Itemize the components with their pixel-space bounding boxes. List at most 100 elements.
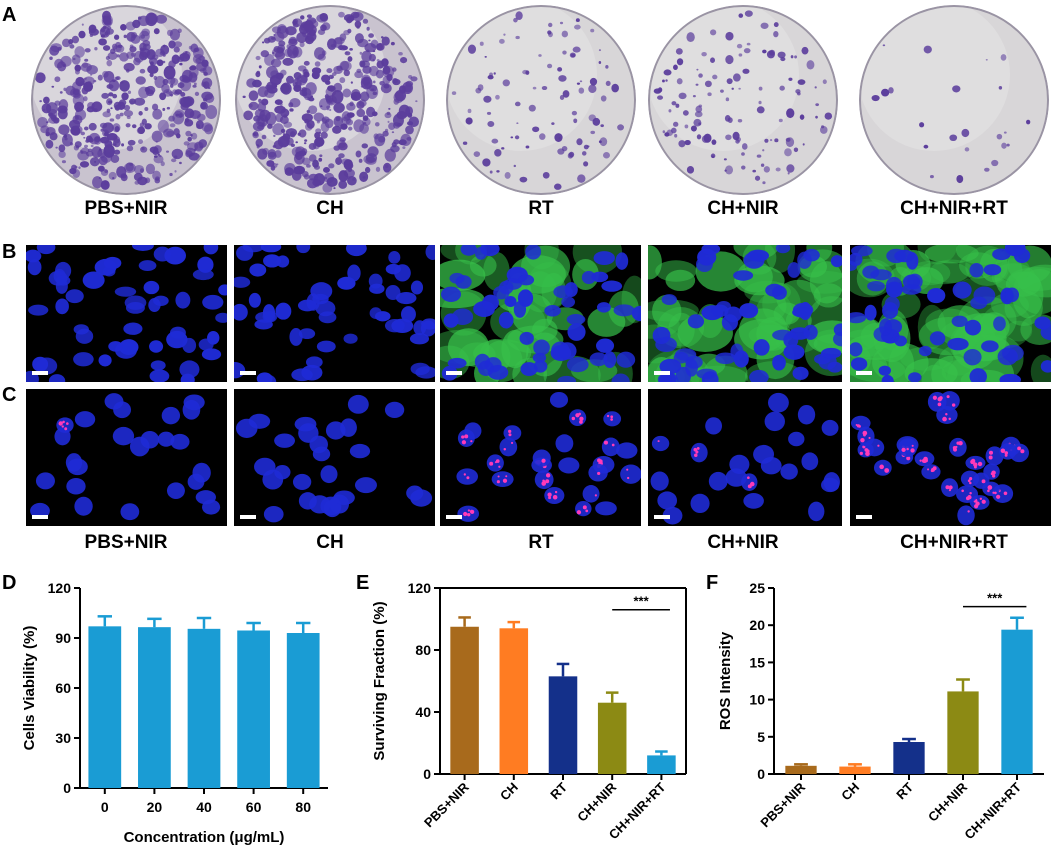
x-tick-label: PBS+NIR bbox=[757, 779, 808, 830]
colony-dish bbox=[648, 5, 838, 195]
bar bbox=[947, 691, 979, 774]
x-tick-label: 60 bbox=[246, 799, 262, 815]
chart-svg: 0 5 10 15 20 25 ROS Intensity PBS+NIR CH RT CH+NIR… bbox=[717, 580, 1044, 842]
error-bar bbox=[196, 616, 212, 629]
ros-micrograph bbox=[440, 245, 641, 382]
dish-caption: CH bbox=[316, 198, 344, 219]
y-tick-label: 5 bbox=[757, 729, 765, 745]
gamma-h2ax-micrograph bbox=[26, 389, 227, 526]
error-bar bbox=[458, 616, 471, 627]
panel-label-e: E bbox=[356, 572, 370, 594]
bar bbox=[785, 765, 817, 774]
micro-caption: RT bbox=[528, 532, 554, 553]
chart-svg: 0 40 80 120 Surviving Fraction (%) PBS+NIR CH R… bbox=[371, 580, 687, 842]
error-bar bbox=[655, 750, 668, 756]
significance-label: *** bbox=[987, 591, 1003, 606]
error-bar bbox=[794, 763, 808, 766]
x-tick-label: 80 bbox=[295, 799, 311, 815]
dish-caption: CH+NIR bbox=[707, 198, 779, 219]
x-tick-label: CH bbox=[497, 780, 521, 804]
scale-bar bbox=[446, 371, 462, 375]
bar bbox=[237, 630, 270, 788]
colony-dish bbox=[235, 5, 425, 195]
dish-caption: RT bbox=[528, 198, 554, 219]
x-tick-label: CH+NIR+RT bbox=[961, 779, 1024, 842]
bar bbox=[286, 633, 320, 788]
x-tick-label: CH bbox=[838, 780, 862, 804]
y-tick-label: 30 bbox=[55, 730, 71, 746]
x-tick-label: 20 bbox=[147, 799, 163, 815]
micro-caption: PBS+NIR bbox=[84, 532, 168, 553]
gamma-h2ax-micrograph bbox=[850, 389, 1051, 526]
bar bbox=[647, 755, 676, 774]
error-bar bbox=[902, 737, 916, 743]
gamma-h2ax-micrograph bbox=[648, 389, 842, 526]
ros-intensity-chart: 0 5 10 15 20 25 ROS Intensity PBS+NIR CH RT CH+NIR… bbox=[717, 578, 1056, 846]
bar bbox=[88, 626, 122, 788]
y-tick-label: 25 bbox=[749, 580, 765, 596]
x-tick-label: 40 bbox=[196, 799, 212, 815]
bar bbox=[597, 702, 627, 774]
bar bbox=[548, 676, 578, 774]
bar bbox=[138, 627, 171, 788]
panel-label-c: C bbox=[2, 384, 17, 406]
ros-micrograph bbox=[850, 245, 1051, 382]
x-tick-label: CH+NIR bbox=[925, 779, 971, 825]
micro-caption: CH+NIR bbox=[707, 532, 779, 553]
x-axis-label: Concentration (μg/mL) bbox=[124, 829, 285, 846]
bar bbox=[1001, 629, 1033, 774]
cell-viability-chart: 0 30 60 90 120 Cells Viability (%) 0 20 40 60 80 Co… bbox=[18, 578, 336, 846]
x-tick-label: RT bbox=[893, 779, 916, 802]
error-bar bbox=[1010, 616, 1024, 630]
bar bbox=[893, 742, 925, 774]
y-tick-label: 120 bbox=[408, 580, 432, 596]
y-tick-label: 0 bbox=[423, 766, 431, 782]
y-tick-label: 0 bbox=[63, 780, 71, 796]
y-tick-label: 80 bbox=[415, 642, 431, 658]
surviving-fraction-chart: 0 40 80 120 Surviving Fraction (%) PBS+NIR CH R… bbox=[370, 578, 700, 846]
colony-dish bbox=[859, 5, 1049, 195]
chart-svg: 0 30 60 90 120 Cells Viability (%) 0 20 40 60 80 Co… bbox=[21, 580, 328, 846]
dish-caption: CH+NIR+RT bbox=[900, 198, 1008, 219]
y-tick-label: 20 bbox=[749, 617, 765, 633]
scale-bar bbox=[240, 371, 256, 375]
y-tick-label: 0 bbox=[757, 766, 765, 782]
panel-label-a: A bbox=[2, 4, 17, 26]
scale-bar bbox=[654, 515, 670, 519]
error-bar bbox=[848, 763, 862, 767]
scale-bar bbox=[32, 371, 48, 375]
scale-bar bbox=[240, 515, 256, 519]
x-tick-label: PBS+NIR bbox=[421, 779, 472, 830]
scale-bar bbox=[446, 515, 462, 519]
bar bbox=[187, 628, 221, 788]
gamma-h2ax-micrograph bbox=[440, 389, 641, 526]
scale-bar bbox=[856, 515, 872, 519]
y-tick-label: 120 bbox=[48, 580, 72, 596]
scale-bar bbox=[32, 515, 48, 519]
gamma-h2ax-micrograph bbox=[234, 389, 435, 526]
bar bbox=[499, 628, 529, 774]
y-tick-label: 15 bbox=[749, 654, 765, 670]
error-bar bbox=[556, 662, 570, 677]
panel-label-d: D bbox=[2, 572, 17, 594]
dish-caption: PBS+NIR bbox=[84, 198, 168, 219]
colony-dish bbox=[31, 5, 221, 195]
x-tick-label: RT bbox=[547, 779, 570, 802]
y-tick-label: 90 bbox=[55, 630, 71, 646]
y-tick-label: 10 bbox=[749, 692, 765, 708]
y-axis-label: ROS Intensity bbox=[718, 631, 734, 730]
error-bar bbox=[147, 617, 162, 628]
x-tick-label: 0 bbox=[101, 799, 109, 815]
scale-bar bbox=[654, 371, 670, 375]
y-tick-label: 40 bbox=[415, 704, 431, 720]
bar bbox=[450, 626, 479, 774]
significance-label: *** bbox=[633, 594, 649, 609]
error-bar bbox=[246, 621, 261, 631]
bar bbox=[839, 766, 871, 774]
error-bar bbox=[956, 678, 970, 692]
error-bar bbox=[295, 621, 311, 633]
panel-label-b: B bbox=[2, 241, 17, 263]
ros-micrograph bbox=[234, 245, 435, 382]
scale-bar bbox=[856, 371, 872, 375]
x-tick-label: CH+NIR bbox=[574, 779, 620, 825]
